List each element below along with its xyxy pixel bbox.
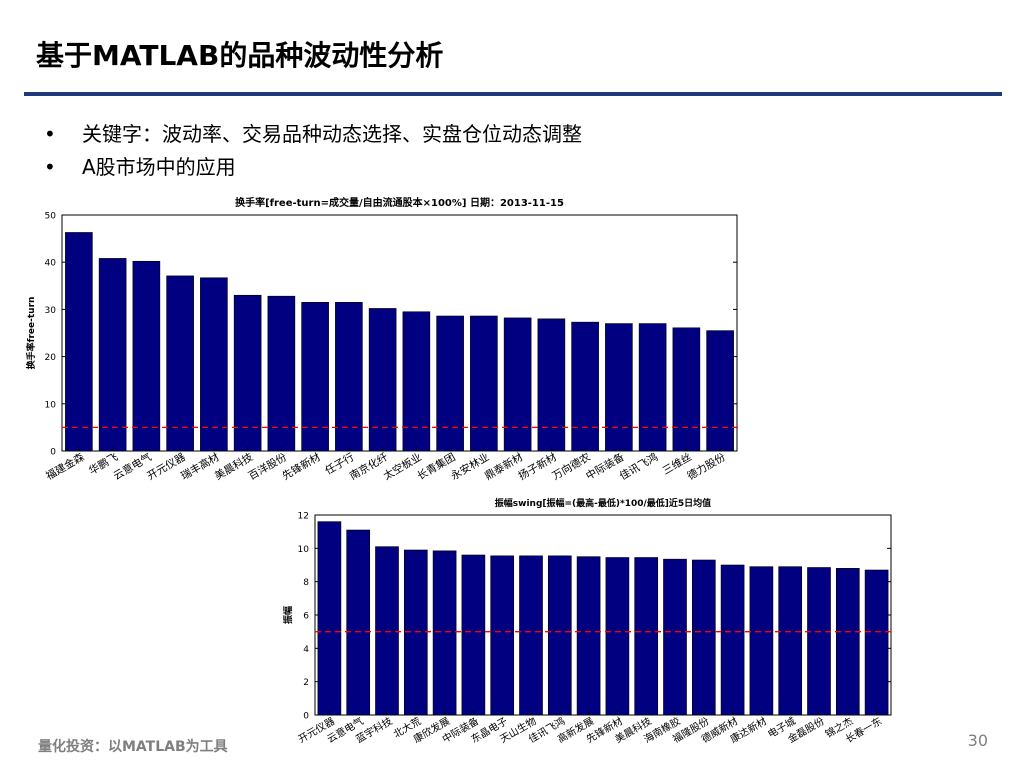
swing-bar	[835, 568, 860, 716]
turnover-title: 换手率[free-turn=成交量/自由流通股本×100%] 日期：2013-1…	[235, 196, 564, 209]
swing-y-tick-label: 12	[298, 512, 309, 522]
swing-bar	[317, 521, 342, 716]
turnover-bar	[166, 275, 194, 452]
swing-bar	[864, 569, 889, 716]
turnover-category-label: 先锋新材	[280, 450, 323, 483]
swing-y-tick-label: 2	[303, 678, 309, 688]
turnover-category-label: 佳讯飞鸿	[617, 450, 660, 482]
turnover-bar	[65, 232, 93, 452]
swing-bar	[432, 550, 457, 716]
turnover-y-tick-label: 20	[45, 353, 57, 363]
swing-bar	[663, 558, 687, 716]
swing-plot-area	[314, 514, 892, 716]
swing-bar	[346, 529, 371, 716]
swing-title: 振幅swing[振幅=(最高-最低)*100/最低]近5日均值	[495, 497, 711, 509]
slide-title: 基于MATLAB的品种波动性分析	[36, 39, 444, 72]
swing-bar	[547, 555, 572, 716]
turnover-bar	[200, 277, 228, 452]
swing-bar	[634, 557, 659, 716]
page-number: 30	[967, 731, 988, 750]
turnover-bar-chart: 换手率[free-turn=成交量/自由流通股本×100%] 日期：2013-1…	[25, 196, 742, 483]
swing-y-tick-label: 0	[303, 712, 309, 722]
swing-bar	[807, 567, 831, 716]
swing-bar	[375, 546, 399, 716]
turnover-bar	[503, 317, 532, 452]
swing-bar	[691, 559, 716, 716]
turnover-bar	[368, 308, 397, 452]
swing-y-tick-label: 4	[303, 645, 309, 655]
turnover-bar	[571, 321, 599, 452]
turnover-bar	[706, 330, 734, 452]
turnover-y-tick-label: 40	[45, 259, 57, 269]
swing-bar	[778, 566, 803, 716]
swing-bar	[605, 557, 630, 716]
bullet-list: 关键字：波动率、交易品种动态选择、实盘仓位动态调整 A股市场中的应用	[44, 118, 582, 184]
swing-bar-chart: 振幅swing[振幅=(最高-最低)*100/最低]近5日均值开元仪器云意电气蓝…	[282, 497, 894, 746]
turnover-bar	[537, 318, 566, 452]
turnover-y-axis-label: 换手率free-turn	[25, 297, 37, 370]
turnover-bar	[233, 294, 262, 452]
swing-bar	[490, 555, 515, 716]
turnover-bar	[436, 315, 464, 452]
title-rule	[24, 92, 1002, 96]
turnover-y-tick-label: 50	[45, 212, 57, 222]
bullet-item: 关键字：波动率、交易品种动态选择、实盘仓位动态调整	[44, 118, 582, 151]
swing-y-axis-label: 振幅	[282, 606, 294, 624]
turnover-bar	[132, 260, 161, 452]
turnover-bar	[267, 295, 296, 452]
swing-bar	[720, 564, 745, 716]
swing-bar	[519, 555, 543, 716]
swing-y-tick-label: 8	[303, 578, 309, 588]
swing-bar	[461, 554, 486, 716]
turnover-category-label: 德力股份	[685, 450, 728, 483]
turnover-y-tick-label: 0	[50, 448, 56, 458]
swing-bar	[749, 566, 774, 716]
swing-y-tick-label: 10	[298, 545, 310, 555]
turnover-bar	[672, 327, 701, 452]
swing-y-tick-label: 6	[303, 612, 309, 622]
turnover-plot-area	[61, 214, 738, 452]
turnover-bar	[335, 302, 363, 452]
turnover-y-tick-label: 10	[45, 400, 57, 410]
turnover-bar	[638, 323, 667, 452]
bullet-item: A股市场中的应用	[44, 151, 582, 184]
turnover-bar	[605, 323, 633, 452]
turnover-bar	[98, 258, 127, 452]
turnover-bar	[470, 315, 498, 452]
footer-text: 量化投资：以MATLAB为工具	[38, 739, 228, 755]
turnover-y-tick-label: 30	[45, 306, 57, 316]
swing-bar	[576, 556, 601, 716]
turnover-bar	[301, 302, 329, 452]
swing-bar	[403, 549, 428, 716]
turnover-bar	[402, 311, 431, 452]
